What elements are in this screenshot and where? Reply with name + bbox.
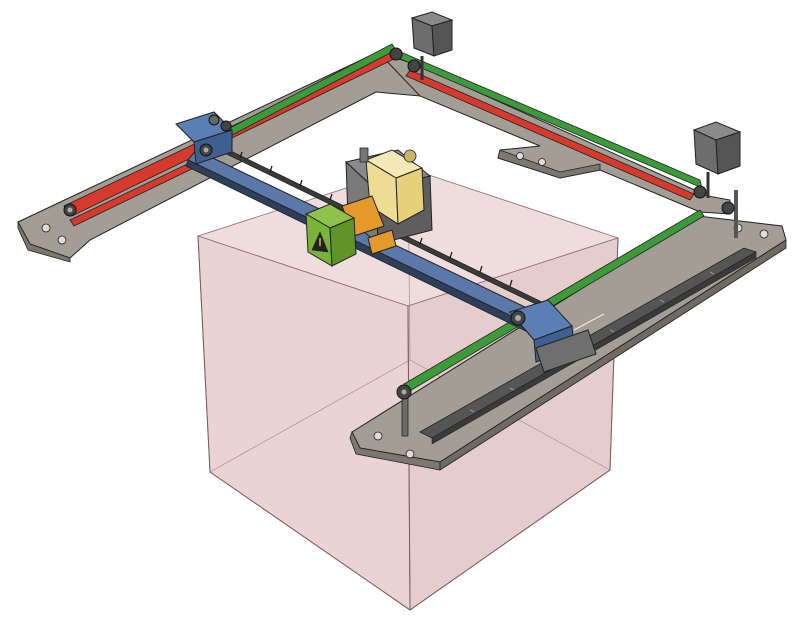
- left-idler: [63, 203, 77, 217]
- stepper-motor-back: [389, 11, 454, 80]
- toolhead: [341, 147, 433, 255]
- carriage-left: [175, 111, 233, 165]
- carriage-right: [509, 299, 605, 373]
- stepper-motor-right: [692, 121, 742, 238]
- fan-shroud: [304, 203, 357, 267]
- belt-green: [225, 43, 705, 393]
- front-idler-post: [396, 384, 412, 437]
